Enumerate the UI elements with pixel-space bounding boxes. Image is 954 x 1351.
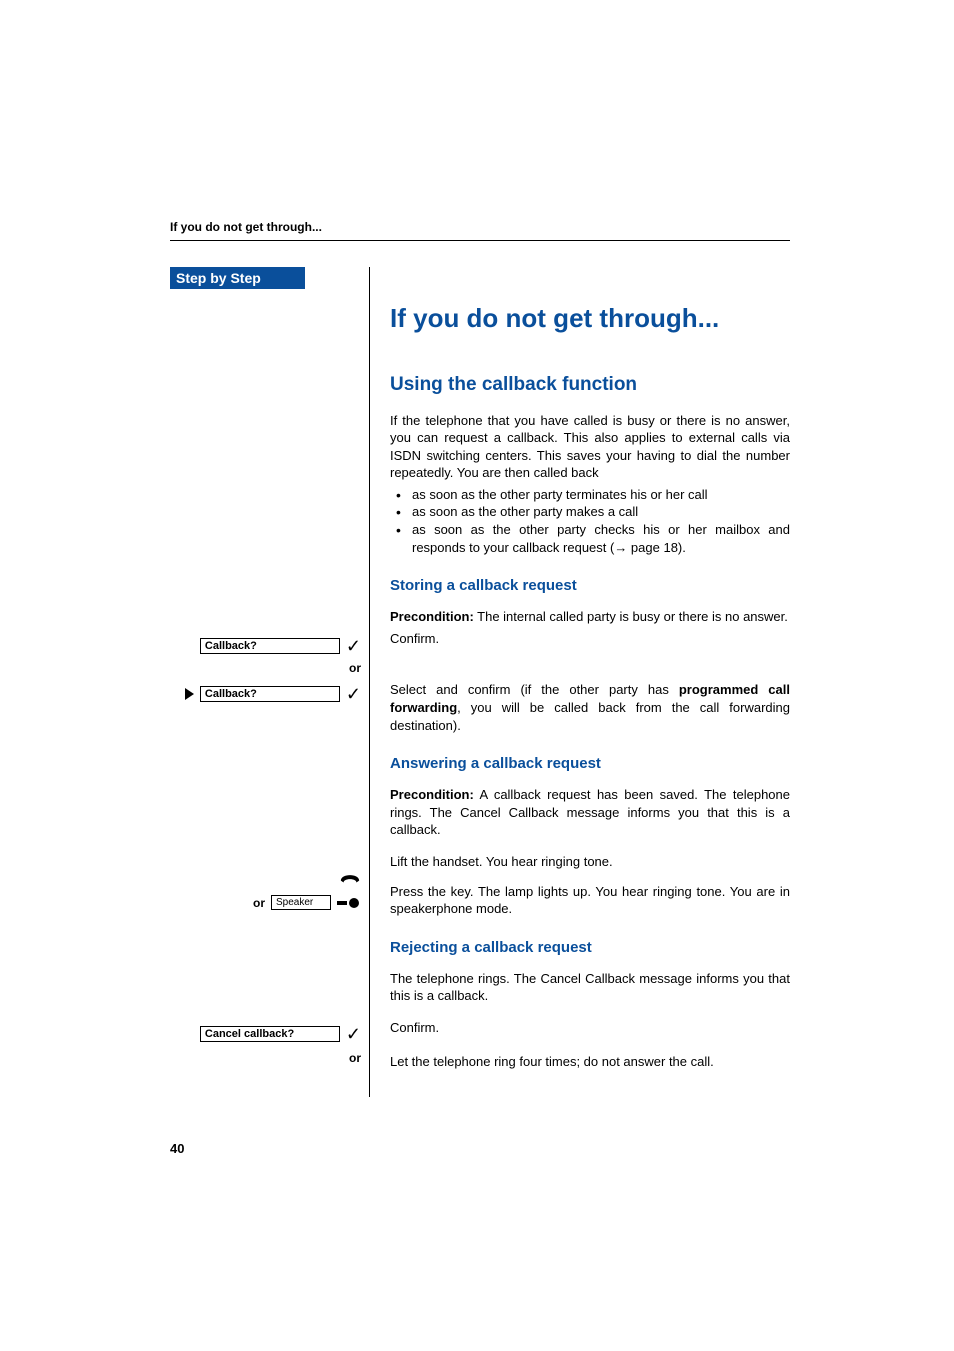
header-rule [170,240,790,241]
subheading-rejecting: Rejecting a callback request [390,938,790,958]
step-by-step-tab: Step by Step [170,267,305,289]
speaker-key-row: or Speaker [253,895,361,910]
lift-handset-line: Lift the handset. You hear ringing tone. [390,853,790,871]
speaker-key: Speaker [271,895,331,910]
or-label-3: or [349,1051,361,1065]
precondition-label-2: Precondition: [390,787,474,802]
bullet-2: as soon as the other party makes a call [390,503,790,521]
check-icon: ✓ [346,1025,361,1043]
display-callback-2: Callback? [200,686,340,702]
content-column: If you do not get through... Using the c… [370,267,790,1074]
bullet-3: as soon as the other party checks his or… [390,521,790,556]
step-column: Step by Step Callback? ✓ or Callback? ✓ [170,267,370,1097]
press-key-line: Press the key. The lamp lights up. You h… [390,883,790,918]
subheading-storing: Storing a callback request [390,576,790,596]
answering-precondition: Precondition: A callback request has bee… [390,786,790,839]
check-icon: ✓ [346,637,361,655]
display-row-callback-1: Callback? ✓ [200,637,361,655]
display-callback-1: Callback? [200,638,340,654]
or-label-1: or [349,661,361,675]
rejecting-intro: The telephone rings. The Cancel Callback… [390,970,790,1005]
select-pre: Select and confirm (if the other party h… [390,682,679,697]
let-ring-line: Let the telephone ring four times; do no… [390,1053,790,1071]
display-cancel-callback: Cancel callback? [200,1026,340,1042]
led-icon [337,897,361,909]
triangle-right-icon [185,688,194,700]
precondition-text: The internal called party is busy or the… [474,609,788,624]
section-heading-callback: Using the callback function [390,372,790,398]
confirm-line-1: Confirm. [390,630,790,648]
check-icon: ✓ [346,685,361,703]
bullet-1: as soon as the other party terminates hi… [390,486,790,504]
page-number: 40 [170,1141,184,1156]
subheading-answering: Answering a callback request [390,754,790,774]
storing-precondition: Precondition: The internal called party … [390,608,790,626]
intro-para: If the telephone that you have called is… [390,412,790,482]
confirm-line-2: Confirm. [390,1019,790,1037]
precondition-label: Precondition: [390,609,474,624]
or-label-2: or [253,896,265,910]
select-confirm-line: Select and confirm (if the other party h… [390,681,790,734]
handset-row [339,869,361,885]
display-row-callback-2: Callback? ✓ [185,685,361,703]
handset-icon [339,869,361,885]
running-header: If you do not get through... [170,220,790,234]
page-title: If you do not get through... [390,301,790,336]
callback-bullets: as soon as the other party terminates hi… [390,486,790,556]
display-row-cancel: Cancel callback? ✓ [200,1025,361,1043]
